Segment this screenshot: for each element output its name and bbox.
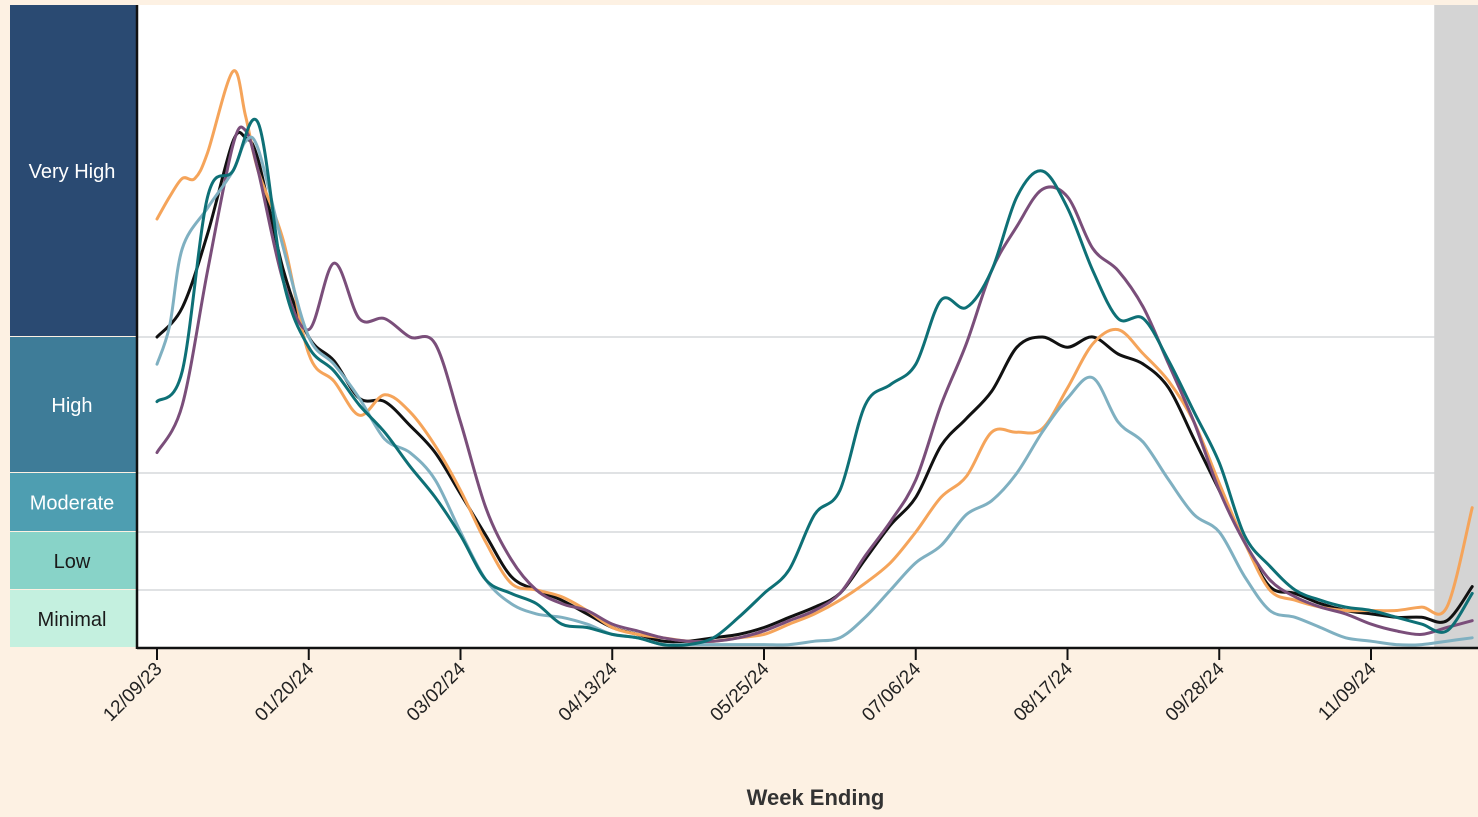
x-tick-label: 01/20/24	[251, 658, 318, 725]
level-label-low: Low	[54, 551, 91, 573]
x-tick-label: 08/17/24	[1010, 658, 1077, 725]
level-band-moderate	[10, 473, 136, 531]
series-line-4	[155, 135, 1474, 647]
x-tick-label: 07/06/24	[858, 658, 925, 725]
x-tick-label: 09/28/24	[1162, 658, 1229, 725]
series-line-5	[155, 118, 1474, 647]
level-band-minimal	[10, 590, 136, 647]
level-label-minimal: Minimal	[38, 609, 107, 631]
level-label-moderate: Moderate	[30, 493, 115, 515]
x-tick-label: 12/09/23	[99, 659, 166, 726]
level-label-very-high: Very High	[29, 161, 116, 183]
x-tick-label: 11/09/24	[1314, 658, 1380, 724]
level-label-high: High	[51, 395, 92, 417]
x-tick-label: 03/02/24	[403, 658, 470, 725]
level-band-high	[10, 337, 136, 472]
shaded-recent-region	[1434, 5, 1478, 648]
plot-area	[137, 5, 1478, 648]
level-band-low	[10, 532, 136, 589]
series-line-3	[155, 125, 1474, 644]
x-tick-label: 04/13/24	[555, 658, 622, 725]
level-band-very-high	[10, 5, 136, 336]
x-tick-label: 05/25/24	[706, 658, 773, 725]
x-axis-title: Week Ending	[747, 785, 885, 810]
